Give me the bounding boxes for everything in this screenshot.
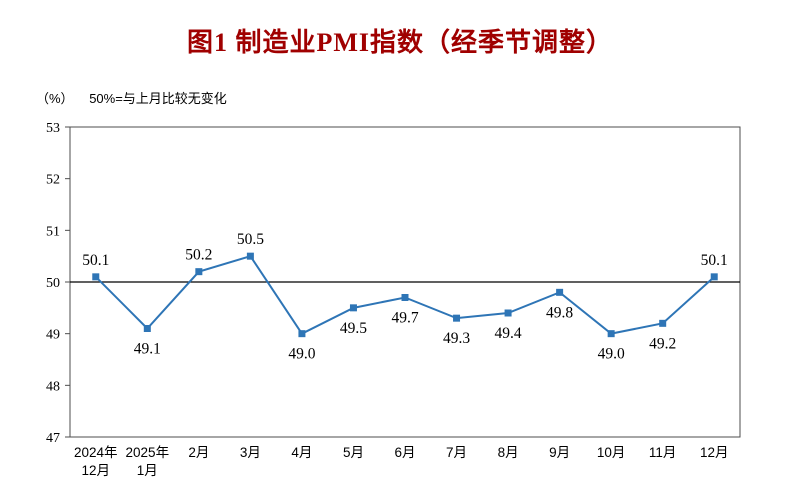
data-point-marker bbox=[92, 273, 100, 281]
data-point-label: 50.1 bbox=[701, 252, 728, 269]
y-tick-label: 50 bbox=[46, 276, 60, 291]
data-point-marker bbox=[556, 288, 564, 296]
x-tick-label: 5月 bbox=[343, 445, 364, 460]
y-tick-label: 49 bbox=[46, 328, 60, 343]
data-point-marker bbox=[195, 268, 203, 276]
data-point-marker bbox=[298, 330, 306, 338]
data-point-label: 49.3 bbox=[443, 330, 470, 347]
x-tick-label: 6月 bbox=[394, 445, 415, 460]
reference-note-label: 50%=与上月比较无变化 bbox=[89, 91, 227, 106]
y-tick-label: 51 bbox=[46, 224, 60, 239]
data-point-marker bbox=[349, 304, 357, 312]
data-point-label: 49.2 bbox=[649, 335, 676, 352]
data-point-label: 49.0 bbox=[598, 346, 625, 363]
pmi-line-chart: 47 48 49 50 51 52 53 50.1 49.1 50.2 50.5 49.0 49.5 49… bbox=[46, 121, 741, 478]
x-tick-label: 11月 bbox=[649, 445, 677, 460]
data-point-marker bbox=[401, 294, 409, 301]
data-point-marker bbox=[659, 319, 667, 327]
data-point-marker bbox=[246, 252, 254, 260]
data-point-marker bbox=[607, 330, 615, 338]
x-tick-label: 7月 bbox=[446, 445, 467, 460]
x-tick-label: 2025年 1月 bbox=[126, 445, 170, 478]
data-point-marker bbox=[710, 273, 718, 281]
data-point-label: 49.5 bbox=[340, 320, 367, 337]
y-tick-label: 48 bbox=[46, 379, 60, 394]
y-axis-unit-label: （%） bbox=[36, 91, 74, 106]
data-point-label: 49.0 bbox=[288, 346, 315, 363]
data-point-marker bbox=[453, 314, 461, 322]
chart-subtitle: （%） 50%=与上月比较无变化 bbox=[36, 88, 227, 107]
x-tick-label: 2月 bbox=[188, 445, 209, 460]
y-tick-label: 53 bbox=[46, 121, 60, 136]
y-tick-label: 52 bbox=[46, 173, 60, 188]
x-tick-label: 8月 bbox=[498, 445, 519, 460]
data-point-marker bbox=[143, 325, 151, 332]
data-point-label: 49.4 bbox=[495, 325, 522, 342]
x-tick-label: 10月 bbox=[597, 445, 626, 460]
data-point-marker bbox=[504, 309, 512, 317]
x-tick-label: 4月 bbox=[291, 445, 312, 460]
x-tick-label: 9月 bbox=[549, 445, 570, 460]
x-tick-label: 2024年 12月 bbox=[74, 445, 118, 478]
x-tick-label: 3月 bbox=[240, 445, 261, 460]
y-tick-label: 47 bbox=[46, 431, 60, 446]
chart-title: 图1 制造业PMI指数（经季节调整） bbox=[186, 28, 614, 57]
data-point-label: 50.5 bbox=[237, 231, 264, 248]
data-point-label: 49.8 bbox=[546, 304, 573, 321]
data-point-label: 49.1 bbox=[134, 341, 161, 358]
data-point-label: 49.7 bbox=[391, 310, 418, 327]
data-point-label: 50.1 bbox=[82, 252, 109, 269]
x-tick-label: 12月 bbox=[700, 445, 729, 460]
data-point-label: 50.2 bbox=[185, 247, 212, 264]
